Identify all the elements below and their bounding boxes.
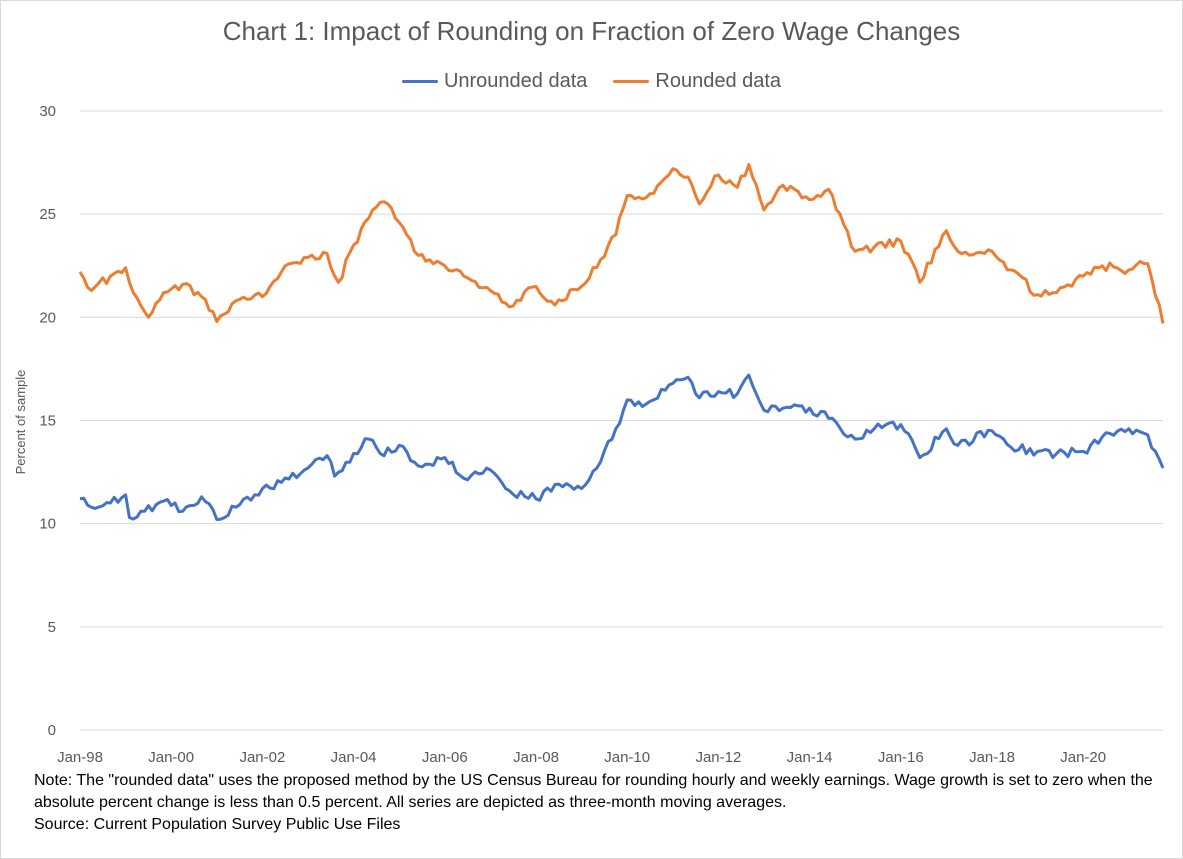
x-tick-label: Jan-10: [604, 749, 650, 766]
legend-swatch-rounded: [613, 80, 650, 83]
x-tick-label: Jan-98: [57, 749, 103, 766]
legend-item-rounded: Rounded data: [613, 70, 781, 93]
y-tick-label: 10: [39, 516, 56, 533]
chart-notes: Note: The "rounded data" uses the propos…: [34, 770, 1154, 836]
legend-label-rounded: Rounded data: [655, 70, 782, 92]
x-tick-label: Jan-20: [1060, 749, 1106, 766]
x-tick-label: Jan-12: [695, 749, 741, 766]
legend-swatch-unrounded: [401, 80, 438, 83]
y-tick-label: 30: [39, 103, 56, 120]
note-text: Note: The "rounded data" uses the propos…: [34, 772, 1153, 811]
legend: Unrounded data Rounded data: [0, 70, 1183, 93]
x-tick-label: Jan-06: [422, 749, 468, 766]
series-lines: [78, 163, 1165, 521]
x-axis-ticks: Jan-98 Jan-00 Jan-02 Jan-04 Jan-06 Jan-08 Jan-…: [57, 749, 1106, 766]
source-text: Source: Current Population Survey Public…: [34, 816, 401, 833]
y-tick-label: 25: [39, 206, 56, 223]
y-tick-label: 5: [48, 619, 56, 636]
x-tick-label: Jan-04: [331, 749, 377, 766]
chart-title: Chart 1: Impact of Rounding on Fraction …: [222, 16, 961, 46]
y-axis-label: Percent of sample: [13, 370, 28, 475]
x-tick-label: Jan-00: [148, 749, 194, 766]
series-line-unrounded-data: [79, 373, 1165, 521]
y-tick-label: 20: [39, 309, 56, 326]
legend-item-unrounded: Unrounded data: [401, 70, 588, 93]
series-line-rounded-data: [78, 163, 1165, 324]
y-tick-label: 0: [48, 722, 56, 739]
y-axis-ticks: 0 5 10 15 20 25 30: [39, 103, 56, 739]
y-tick-label: 15: [39, 413, 56, 430]
x-tick-label: Jan-16: [878, 749, 924, 766]
x-tick-label: Jan-18: [969, 749, 1015, 766]
x-tick-label: Jan-08: [513, 749, 559, 766]
legend-label-unrounded: Unrounded data: [443, 70, 588, 92]
x-tick-label: Jan-14: [787, 749, 833, 766]
x-tick-label: Jan-02: [239, 749, 285, 766]
